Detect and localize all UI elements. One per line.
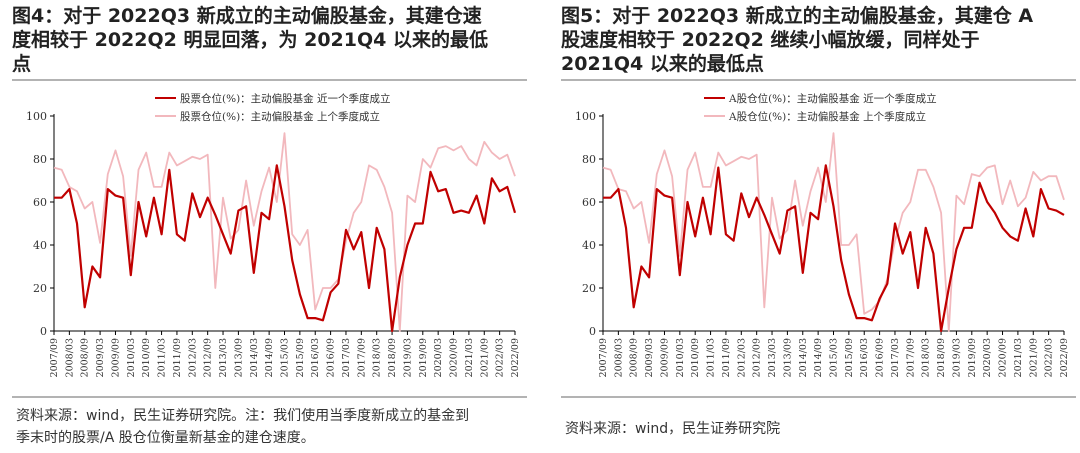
x-tick-label: 2022/09 xyxy=(510,338,521,377)
x-tick-label: 2010/03 xyxy=(126,338,137,377)
y-tick-label: 60 xyxy=(33,196,47,209)
y-tick-label: 80 xyxy=(33,153,47,166)
source-note: 资料来源：wind，民生证券研究院 xyxy=(565,421,781,437)
x-tick-label: 2020/03 xyxy=(433,338,444,377)
x-tick-label: 2018/09 xyxy=(387,338,398,377)
x-tick-label: 2018/03 xyxy=(372,338,383,377)
x-tick-label: 2022/03 xyxy=(1044,338,1055,377)
x-tick-label: 2012/03 xyxy=(187,338,198,377)
x-tick-label: 2019/09 xyxy=(418,338,429,377)
x-tick-label: 2008/09 xyxy=(80,338,91,377)
x-tick-label: 2015/09 xyxy=(844,338,855,377)
figure-4-panel: 图4：对于 2022Q3 新成立的主动偏股基金，其建仓速 度相较于 2022Q2… xyxy=(12,0,527,453)
y-tick-label: 100 xyxy=(575,110,596,123)
series-line-prior xyxy=(53,132,516,332)
legend-label-prior: 股票仓位(%)：主动偏股基金 上个季度成立 xyxy=(180,110,380,123)
x-tick-label: 2008/03 xyxy=(613,338,624,377)
x-tick-label: 2009/03 xyxy=(644,338,655,377)
y-tick-label: 20 xyxy=(33,282,47,295)
x-tick-label: 2018/03 xyxy=(921,338,932,377)
y-tick-label: 100 xyxy=(26,110,47,123)
x-tick-label: 2008/03 xyxy=(64,338,75,377)
figure-title: 图5：对于 2022Q3 新成立的主动偏股基金，其建仓 A 股速度相较于 202… xyxy=(561,5,1034,75)
x-tick-label: 2020/09 xyxy=(998,338,1009,377)
legend-label-recent: A股仓位(%)：主动偏股基金 近一个季度成立 xyxy=(728,92,937,105)
x-tick-label: 2011/03 xyxy=(157,338,168,377)
x-tick-label: 2017/09 xyxy=(356,338,367,377)
x-tick-label: 2014/09 xyxy=(813,338,824,377)
x-tick-label: 2021/03 xyxy=(464,338,475,377)
x-tick-label: 2021/09 xyxy=(479,338,490,377)
chart-legend: A股仓位(%)：主动偏股基金 近一个季度成立 A股仓位(%)：主动偏股基金 上个季… xyxy=(704,92,937,123)
x-tick-label: 2016/09 xyxy=(326,338,337,377)
footer-divider xyxy=(561,396,1076,398)
y-tick-label: 60 xyxy=(582,196,596,209)
x-tick-label: 2014/03 xyxy=(249,338,260,377)
x-tick-label: 2016/03 xyxy=(859,338,870,377)
x-tick-label: 2021/03 xyxy=(1013,338,1024,377)
x-tick-label: 2017/03 xyxy=(890,338,901,377)
x-tick-label: 2011/03 xyxy=(706,338,717,377)
x-tick-label: 2018/09 xyxy=(936,338,947,377)
series-line-recent xyxy=(603,164,1065,333)
x-tick-label: 2012/09 xyxy=(203,338,214,377)
figure-5-panel: 图5：对于 2022Q3 新成立的主动偏股基金，其建仓 A 股速度相较于 202… xyxy=(561,0,1076,453)
x-tick-label: 2011/09 xyxy=(721,338,732,377)
y-tick-label: 40 xyxy=(582,239,596,252)
source-note: 资料来源：wind，民生证券研究院。注：我们使用当季度新成立的基金到 季末时的股… xyxy=(16,408,470,446)
x-tick-label: 2019/09 xyxy=(967,338,978,377)
x-tick-label: 2008/09 xyxy=(629,338,640,377)
x-tick-label: 2007/09 xyxy=(598,338,609,377)
x-tick-label: 2010/03 xyxy=(675,338,686,377)
x-tick-label: 2009/09 xyxy=(659,338,670,377)
x-tick-label: 2014/03 xyxy=(798,338,809,377)
footer-divider xyxy=(12,396,527,398)
x-tick-label: 2007/09 xyxy=(49,338,60,377)
x-tick-label: 2010/09 xyxy=(690,338,701,377)
x-tick-label: 2017/03 xyxy=(341,338,352,377)
x-tick-label: 2009/09 xyxy=(110,338,121,377)
x-tick-label: 2015/03 xyxy=(280,338,291,377)
x-tick-label: 2015/09 xyxy=(295,338,306,377)
x-tick-label: 2009/03 xyxy=(95,338,106,377)
x-tick-label: 2019/03 xyxy=(951,338,962,377)
x-tick-label: 2010/09 xyxy=(141,338,152,377)
x-tick-label: 2013/03 xyxy=(218,338,229,377)
x-tick-label: 2015/03 xyxy=(829,338,840,377)
x-tick-label: 2022/03 xyxy=(495,338,506,377)
y-tick-label: 0 xyxy=(40,325,47,338)
legend-label-recent: 股票仓位(%)：主动偏股基金 近一个季度成立 xyxy=(180,92,391,105)
line-chart: A股仓位(%)：主动偏股基金 近一个季度成立 A股仓位(%)：主动偏股基金 上个季… xyxy=(575,92,1070,377)
x-tick-label: 2020/03 xyxy=(982,338,993,377)
figure-title: 图4：对于 2022Q3 新成立的主动偏股基金，其建仓速 度相较于 2022Q2… xyxy=(12,5,488,75)
y-tick-label: 80 xyxy=(582,153,596,166)
y-tick-label: 40 xyxy=(33,239,47,252)
x-tick-label: 2020/09 xyxy=(449,338,460,377)
series-line-prior xyxy=(602,132,1065,332)
x-tick-label: 2014/09 xyxy=(264,338,275,377)
x-tick-label: 2021/09 xyxy=(1028,338,1039,377)
x-tick-label: 2016/09 xyxy=(875,338,886,377)
series-line-recent xyxy=(54,164,517,333)
legend-label-prior: A股仓位(%)：主动偏股基金 上个季度成立 xyxy=(728,110,926,123)
x-tick-label: 2013/09 xyxy=(782,338,793,377)
title-divider xyxy=(12,79,527,81)
title-divider xyxy=(561,79,1076,81)
x-tick-label: 2022/09 xyxy=(1059,338,1070,377)
x-tick-label: 2017/09 xyxy=(905,338,916,377)
x-tick-label: 2019/03 xyxy=(402,338,413,377)
x-tick-label: 2011/09 xyxy=(172,338,183,377)
x-tick-label: 2013/03 xyxy=(767,338,778,377)
x-tick-label: 2012/03 xyxy=(736,338,747,377)
x-tick-label: 2013/09 xyxy=(233,338,244,377)
y-tick-label: 0 xyxy=(589,325,596,338)
x-tick-label: 2012/09 xyxy=(752,338,763,377)
y-tick-label: 20 xyxy=(582,282,596,295)
x-tick-label: 2016/03 xyxy=(310,338,321,377)
